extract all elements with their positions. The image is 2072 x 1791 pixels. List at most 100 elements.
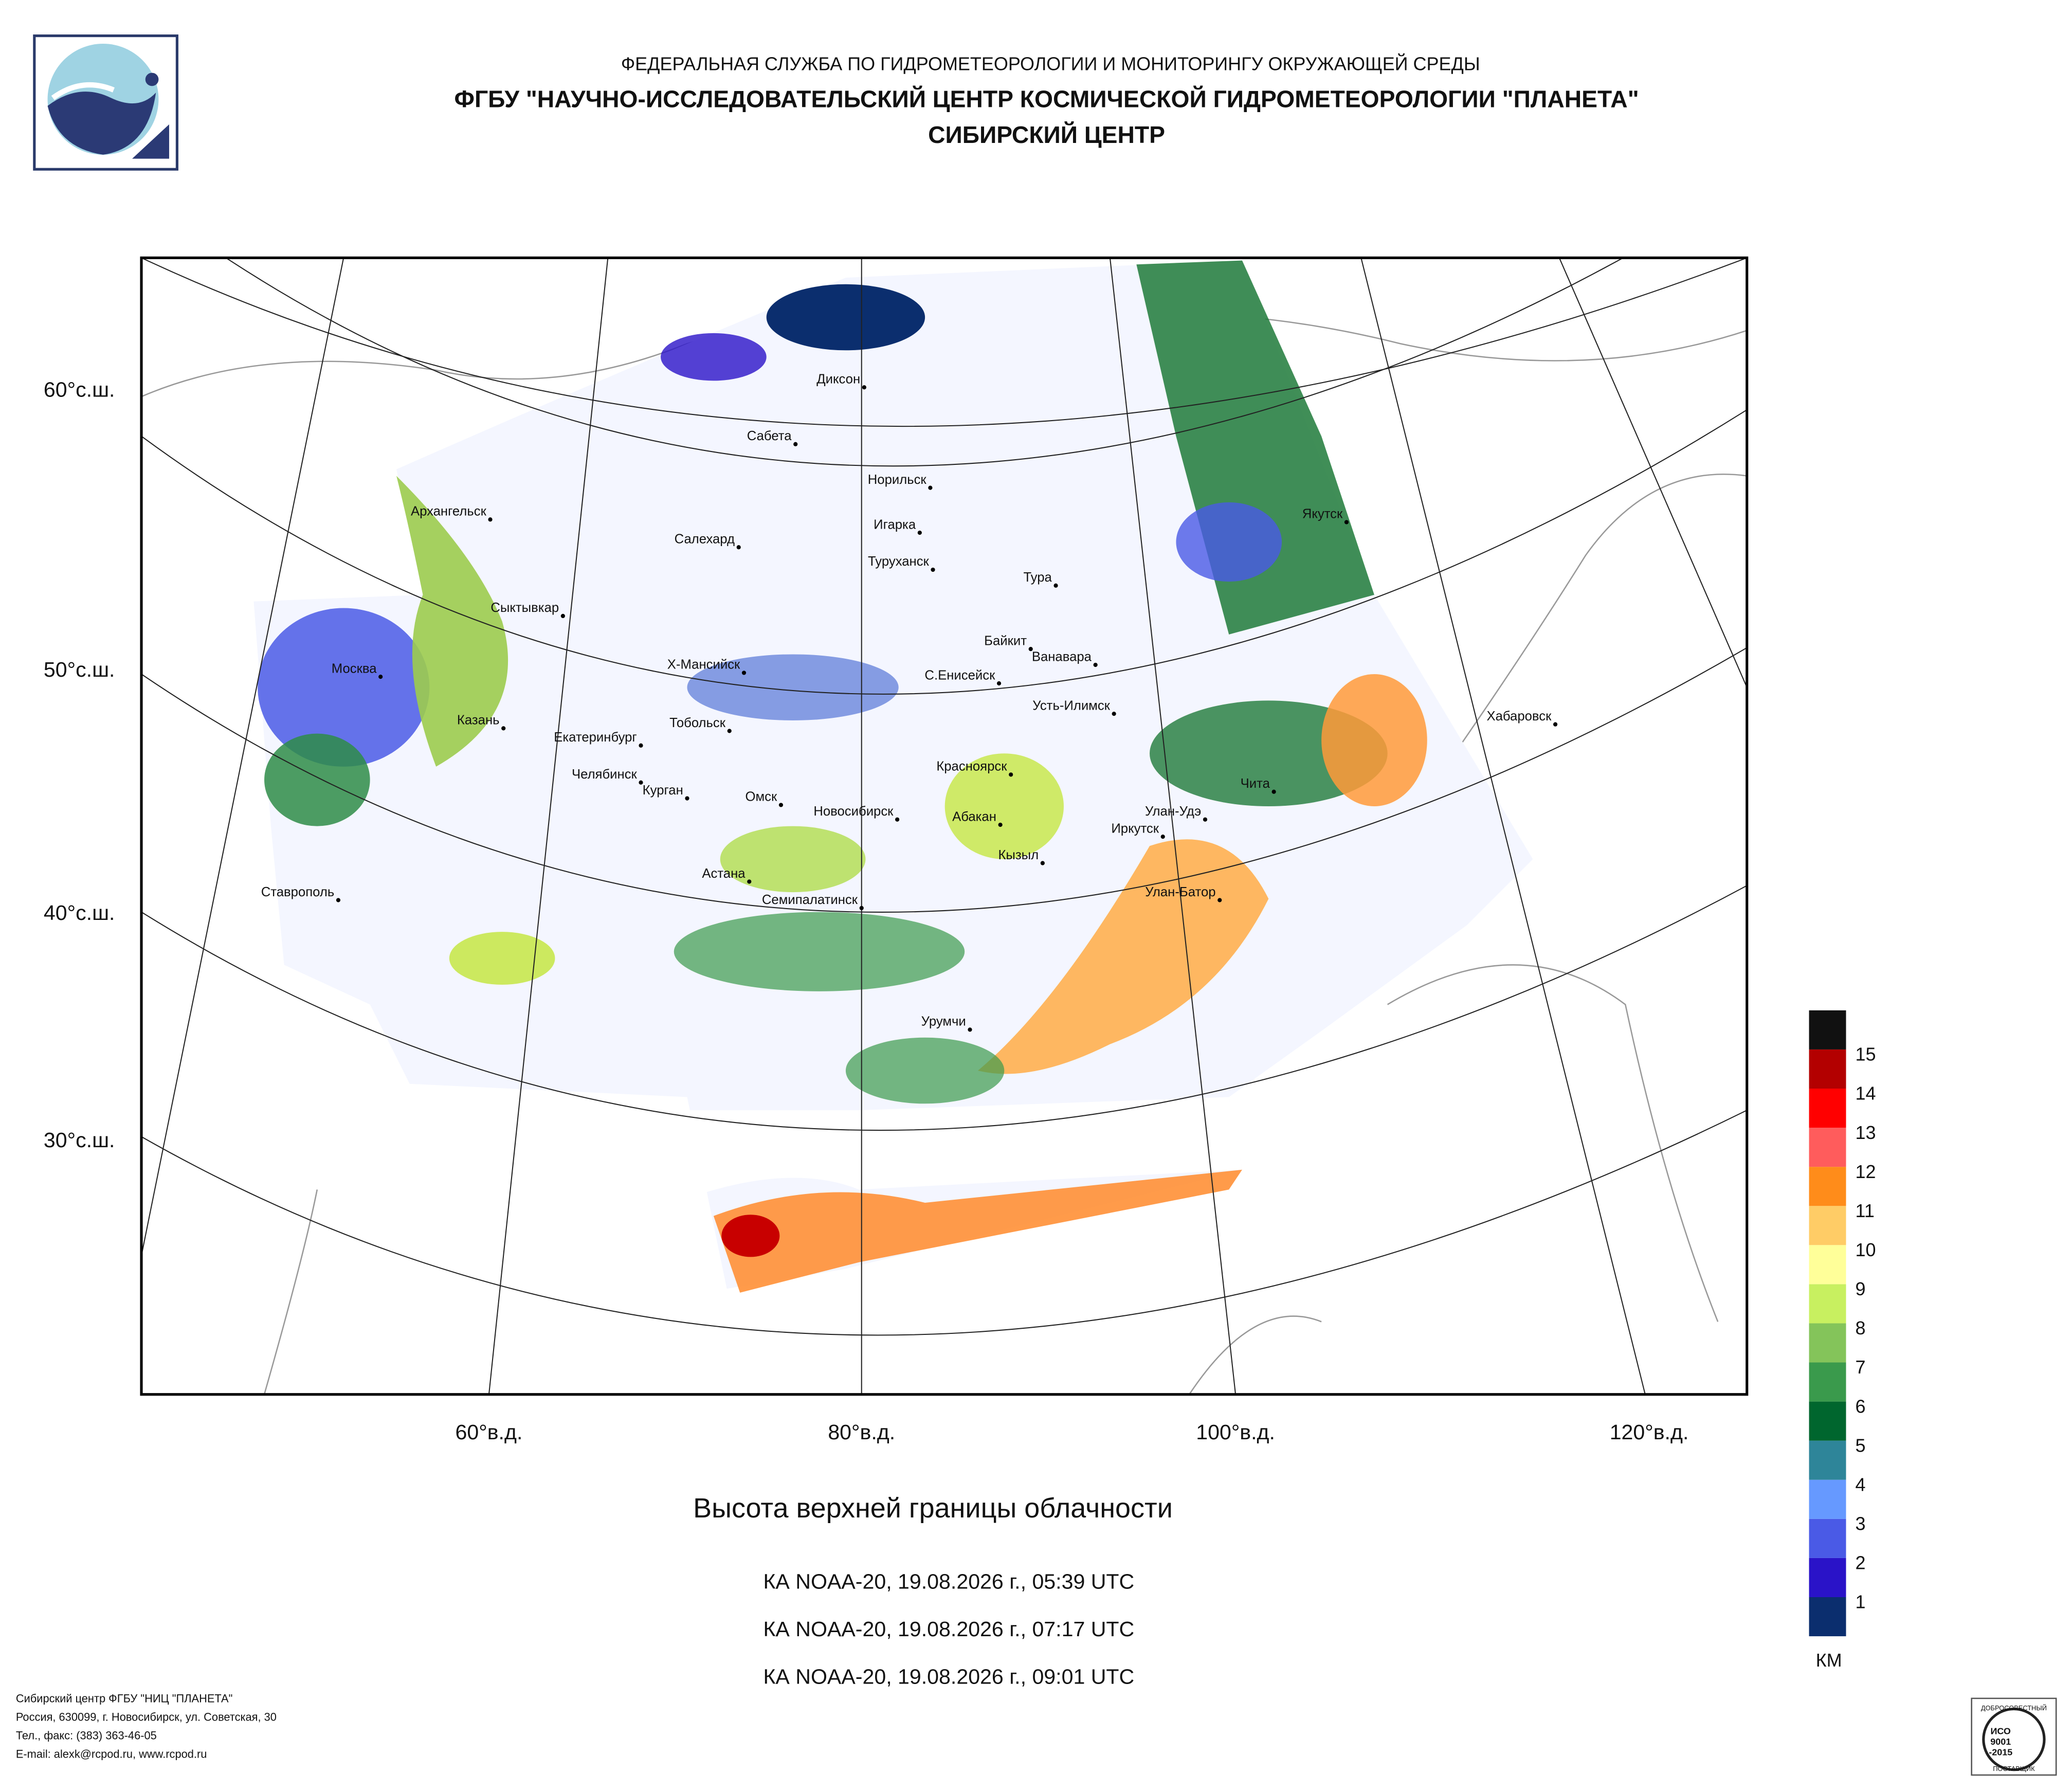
legend-swatch (1809, 1401, 1846, 1441)
city-dot (1344, 520, 1349, 524)
legend-tick-label: 11 (1855, 1200, 1874, 1221)
legend-tick-label: 13 (1855, 1122, 1876, 1143)
legend-tick-label: 6 (1855, 1396, 1865, 1417)
city-label: Иркутск (1111, 821, 1159, 836)
logo-wave (47, 92, 156, 155)
city-label: Казань (457, 713, 500, 728)
legend-tick-label: 7 (1855, 1356, 1865, 1378)
legend-tick-label: 14 (1855, 1083, 1876, 1104)
cloud (1321, 674, 1427, 807)
parallel (141, 258, 1747, 427)
cloud (713, 1169, 1242, 1293)
city-dot (968, 1027, 972, 1032)
badge-top: ДОБРОСОВЕСТНЫЙ (1981, 1704, 2047, 1712)
meridian (1360, 258, 1646, 1395)
legend-tick-label: 2 (1855, 1552, 1865, 1573)
city-label: Улан-Удэ (1145, 804, 1201, 819)
parallel (141, 647, 1747, 913)
city-label: Семипалатинск (762, 893, 858, 907)
legend-swatch (1809, 1010, 1846, 1050)
cloud (1136, 260, 1374, 635)
city-label: Салехард (675, 532, 735, 547)
header-center: ФГБУ "НАУЧНО-ИССЛЕДОВАТЕЛЬСКИЙ ЦЕНТР КОС… (454, 85, 1639, 112)
legend-swatch (1809, 1362, 1846, 1402)
legend-tick-label: 5 (1855, 1435, 1865, 1456)
city-dot (1040, 861, 1045, 865)
city-dot (793, 442, 798, 446)
city-label: Диксон (816, 372, 860, 387)
city-dot (1217, 898, 1222, 902)
logo-line (51, 82, 115, 100)
meridian (1558, 258, 1747, 688)
meridian (1109, 258, 1237, 1395)
lat-label: 30°с.ш. (44, 1128, 115, 1152)
footer-line: Россия, 630099, г. Новосибирск, ул. Сове… (16, 1711, 277, 1724)
city-label: Красноярск (936, 759, 1007, 774)
legend-swatch (1809, 1323, 1846, 1363)
city-dot (501, 726, 506, 731)
city-dot (747, 879, 752, 884)
city-dot (727, 729, 732, 733)
city-dot (1093, 662, 1098, 667)
badge: ДОБРОСОВЕСТНЫЙ ИСО 9001 -2015 ПОСТАВЩИК (1971, 1697, 2057, 1776)
city-dot (1160, 835, 1165, 839)
legend-tick-label: 15 (1855, 1044, 1876, 1065)
city-dot (778, 803, 784, 807)
legend-tick-label: 10 (1855, 1239, 1876, 1260)
legend-tick-label: 1 (1855, 1591, 1865, 1613)
pass-line: КА NOAA-20, 19.08.2026 г., 05:39 UTC (763, 1570, 1134, 1594)
pass-line: КА NOAA-20, 19.08.2026 г., 07:17 UTC (763, 1617, 1134, 1641)
city-dot (685, 796, 689, 801)
map-frame (140, 256, 1749, 1396)
city-dot (998, 822, 1003, 827)
parallel (225, 258, 1624, 467)
passes: КА NOAA-20, 19.08.2026 г., 05:39 UTC КА N… (763, 1570, 1134, 1689)
city-dot (996, 681, 1002, 686)
city-dot (639, 780, 643, 785)
graticule (141, 258, 1747, 1395)
legend-swatch (1809, 1597, 1846, 1637)
pass-line: КА NOAA-20, 19.08.2026 г., 09:01 UTC (763, 1665, 1134, 1689)
parallel (141, 409, 1747, 695)
city-dot (1112, 711, 1116, 716)
city-label: Астана (702, 866, 746, 881)
lat-label: 60°с.ш. (44, 377, 115, 401)
city-label: Х-Мансийск (667, 658, 740, 672)
cloud (944, 753, 1064, 859)
city-dot (378, 675, 383, 679)
legend-unit: КМ (1816, 1650, 1842, 1671)
cloud (720, 826, 866, 893)
city-label: С.Енисейск (924, 668, 995, 682)
legend-swatch (1809, 1518, 1846, 1558)
legend-swatch (1809, 1167, 1846, 1206)
footer-line: Тел., факс: (383) 363-46-05 (16, 1729, 157, 1742)
city-label: Усть-Илимск (1032, 698, 1110, 713)
legend-tick-label: 8 (1855, 1317, 1865, 1338)
city-label: Челябинск (572, 767, 638, 782)
city-label: Улан-Батор (1145, 885, 1215, 899)
cloud (258, 608, 430, 767)
cloud (396, 476, 508, 767)
city-dot (560, 613, 565, 619)
parallel (141, 1110, 1747, 1336)
city-dot (931, 567, 935, 572)
logo-corner (132, 124, 169, 159)
lat-label: 50°с.ш. (44, 658, 115, 681)
city-label: Москва (332, 661, 377, 676)
city-label: Ванавара (1032, 649, 1092, 664)
lon-label: 80°в.д. (828, 1420, 895, 1444)
footer: Сибирский центр ФГБУ "НИЦ "ПЛАНЕТА" Росси… (16, 1692, 277, 1761)
coordinate-labels: 60°с.ш. 50°с.ш. 40°с.ш. 30°с.ш. 60°в.д. 80°в.… (44, 377, 1688, 1444)
legend-swatch (1809, 1088, 1846, 1128)
cities: Диксон Сабета Норильск Игарка Салехард Туруха… (261, 372, 1558, 1032)
city-label: Урумчи (921, 1015, 966, 1029)
city-dot (917, 530, 922, 535)
meridian (141, 258, 344, 1256)
cloud (977, 839, 1269, 1074)
badge-mid: ИСО (1990, 1726, 2010, 1736)
city-dot (895, 817, 900, 822)
header-branch: СИБИРСКИЙ ЦЕНТР (928, 121, 1165, 148)
